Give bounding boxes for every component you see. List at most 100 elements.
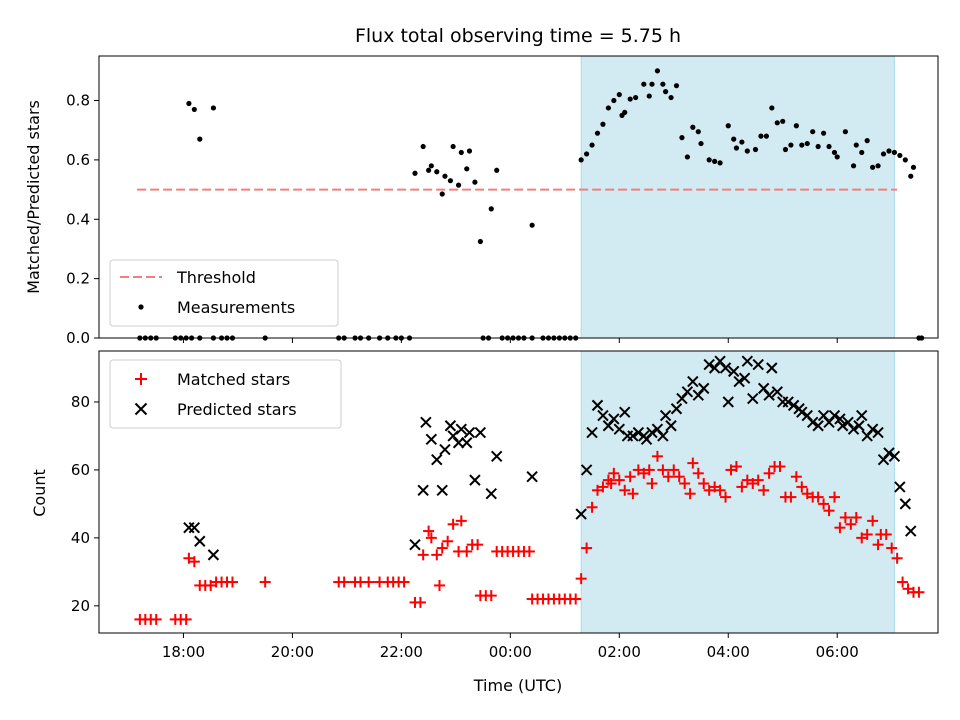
matched-star-point (657, 464, 669, 476)
measurement-point (641, 81, 647, 87)
matched-star-point (581, 542, 593, 554)
predicted-star-point (828, 409, 841, 422)
predicted-star-point (856, 409, 868, 422)
measurement-point (578, 157, 584, 163)
measurement-point (886, 148, 892, 154)
matched-star-point (188, 556, 200, 568)
matched-star-point (662, 471, 674, 483)
bottom-axes-frame (98, 350, 939, 634)
measurement-point (668, 94, 674, 101)
predicted-star-point (722, 396, 734, 408)
measurement-point (793, 123, 799, 129)
measurement-point (684, 154, 690, 160)
matched-star-point (867, 515, 879, 527)
chart-title: Flux total observing time = 5.75 h (355, 25, 681, 47)
x-tick-label: 18:00 (162, 643, 205, 661)
predicted-star-point (431, 454, 443, 466)
predicted-star-point (439, 443, 451, 456)
predicted-star-point (806, 416, 819, 429)
x-tick-label: 02:00 (598, 643, 641, 661)
measurement-point (434, 169, 440, 175)
predicted-star-point (727, 365, 740, 378)
measurement-point (880, 151, 887, 157)
predicted-star-point (847, 423, 860, 435)
predicted-star-point (812, 420, 824, 432)
predicted-star-point (619, 406, 631, 418)
predicted-star-point (681, 386, 694, 398)
matched-star-point (613, 474, 625, 486)
predicted-star-point (719, 362, 732, 374)
x-tick-label: 04:00 (707, 643, 750, 661)
measurement-point (455, 182, 462, 188)
matched-star-point (891, 552, 903, 564)
measurement-point (616, 91, 622, 98)
measurement-point (439, 191, 445, 197)
matched-star-point (692, 467, 704, 479)
matched-star-point (714, 484, 726, 496)
predicted-star-point (575, 508, 587, 520)
predicted-star-point (194, 535, 206, 547)
predicted-star-point (461, 437, 473, 449)
matched-star-point (425, 532, 437, 544)
measurement-point (695, 129, 701, 135)
x-tick-label: 20:00 (271, 643, 314, 661)
matched-star-point (730, 461, 742, 473)
measurement-point (782, 146, 789, 153)
measurement-point (902, 157, 908, 163)
measurement-point (412, 170, 418, 176)
predicted-star-point (409, 538, 421, 551)
matched-star-point (673, 471, 685, 483)
measurement-point (605, 105, 611, 111)
predicted-star-point (782, 396, 794, 408)
measurement-point (447, 178, 453, 184)
legend-matched-swatch (135, 373, 147, 385)
measurement-point (494, 167, 500, 173)
matched-star-point (684, 488, 696, 500)
measurement-point (864, 138, 870, 144)
measurement-point (654, 68, 661, 74)
matched-star-point (913, 586, 925, 598)
matched-star-point (180, 613, 192, 625)
matched-star-point (605, 478, 617, 490)
matched-star-point (436, 542, 448, 554)
top-y-axis: 0.0 0.2 0.4 0.6 0.8 (66, 92, 99, 347)
measurement-point (690, 124, 696, 130)
measurement-point (600, 121, 606, 127)
predicted-star-point (752, 358, 764, 371)
matched-star-point (828, 491, 840, 503)
measurement-point (649, 81, 655, 87)
measurement-point (611, 97, 617, 104)
predicted-star-point (905, 525, 917, 537)
measurement-point (662, 89, 669, 95)
matched-star-point (679, 478, 691, 490)
measurement-point (758, 133, 764, 139)
measurement-point (589, 142, 595, 148)
measurement-point (488, 206, 494, 212)
predicted-star-point (698, 382, 710, 395)
measurement-point (853, 142, 859, 148)
top-x-ticks (182, 338, 838, 343)
bottom-legend: Matched stars Predicted stars (109, 359, 342, 429)
matched-star-point (259, 576, 271, 588)
measurement-point (712, 158, 718, 164)
predicted-stars-points (183, 355, 917, 561)
matched-star-point (646, 478, 658, 490)
measurement-point (834, 154, 840, 160)
top-y-tick-label: 0.8 (66, 92, 90, 110)
matched-star-point (897, 576, 909, 588)
predicted-star-point (586, 426, 598, 439)
matched-star-point (834, 522, 846, 534)
measurement-point (458, 149, 464, 156)
measurement-point (584, 151, 590, 157)
bottom-y-axis-label: Count (30, 469, 49, 517)
legend-measurements-label: Measurements (177, 298, 295, 317)
matched-star-point (785, 491, 797, 503)
matched-star-point (570, 593, 582, 605)
measurement-point (733, 145, 740, 151)
bottom-y-tick-label: 40 (71, 529, 90, 547)
matched-star-point (627, 488, 639, 500)
predicted-star-point (485, 487, 497, 500)
predicted-star-point (834, 413, 846, 425)
measurement-point (831, 149, 838, 156)
predicted-star-point (463, 426, 476, 439)
